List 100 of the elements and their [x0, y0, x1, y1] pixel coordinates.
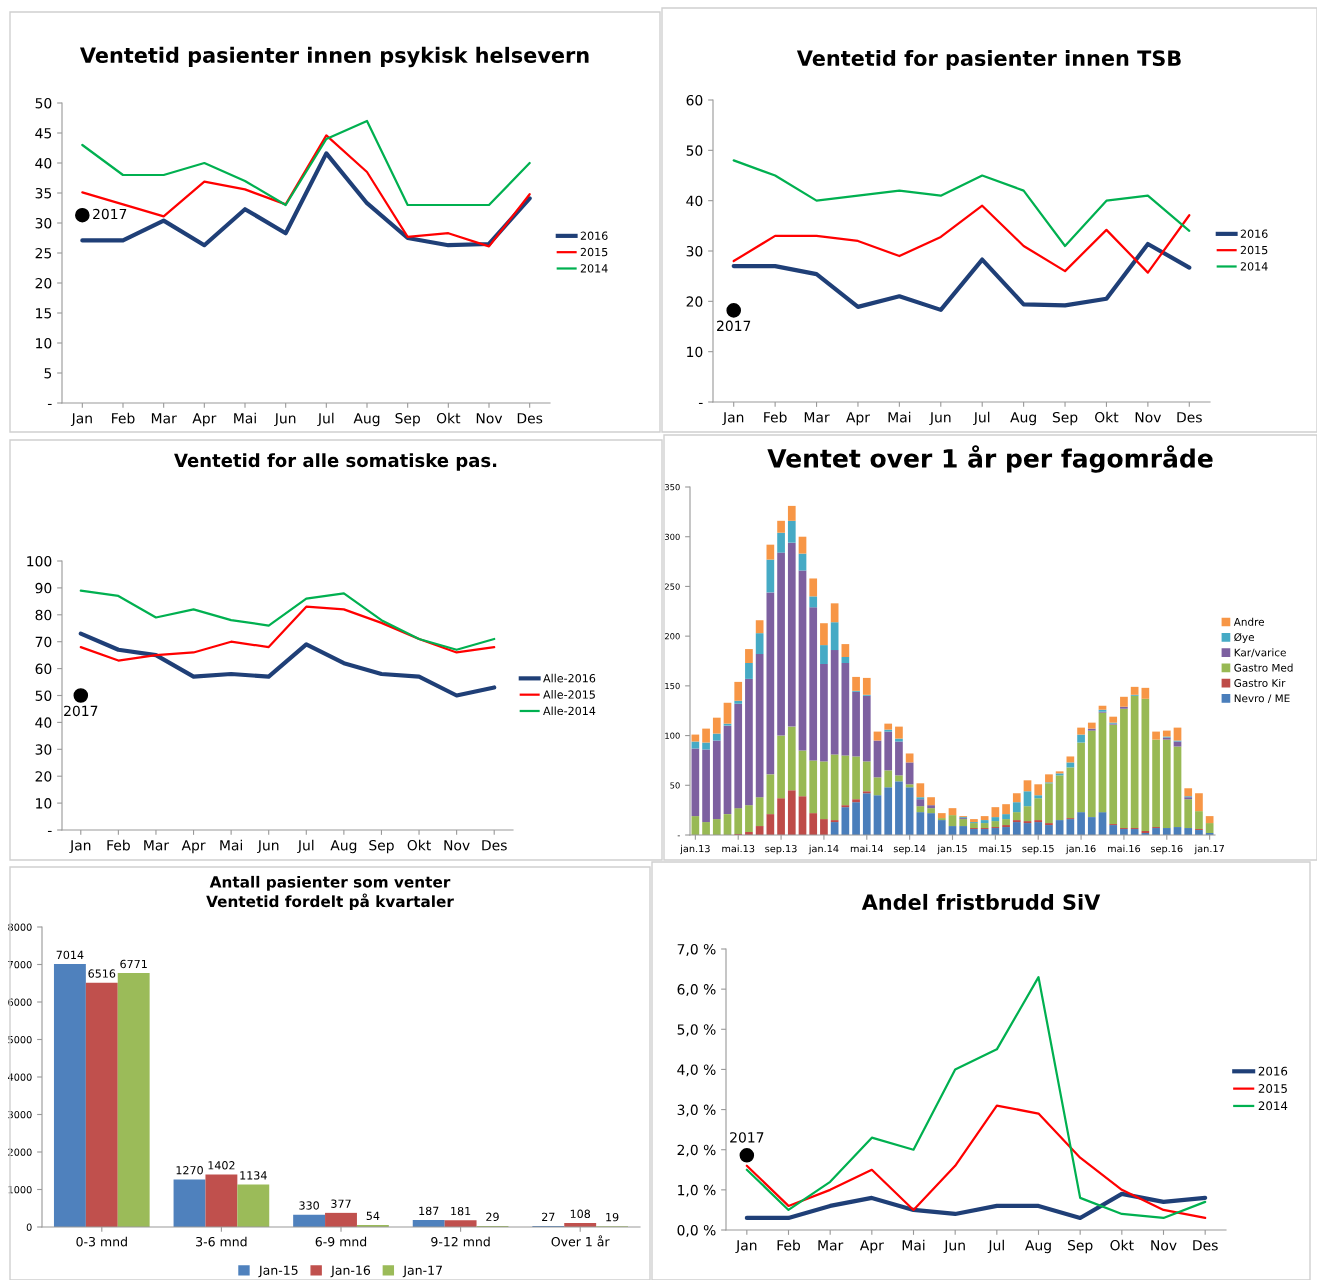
y-tick-label: 20	[686, 296, 703, 307]
x-tick-label: jan.15	[937, 844, 967, 855]
x-tick-label: 6-9 mnd	[315, 1236, 367, 1247]
y-tick-label: 50	[35, 690, 52, 701]
y-tick-label: 10	[36, 337, 52, 349]
x-tick-label: Jul	[317, 412, 334, 427]
x-tick-label: mai.15	[979, 844, 1012, 853]
x-tick-label: Aug	[1025, 1240, 1051, 1254]
x-tick-label: Jul	[297, 839, 314, 854]
y-tick-label: 50	[35, 97, 52, 109]
legend-label: 2016	[1240, 229, 1268, 238]
x-tick-label: Apr	[192, 413, 217, 427]
data-label: 1270	[176, 1166, 203, 1175]
x-tick-label: Aug	[353, 413, 380, 427]
legend-label: Gastro Med	[1234, 663, 1293, 672]
y-tick-label: 40	[35, 717, 52, 728]
x-tick-label: 9-12 mnd	[431, 1236, 490, 1247]
y-tick-label: 0	[26, 1223, 32, 1231]
x-tick-label: Apr	[859, 1240, 884, 1254]
y-tick-label: 30	[686, 245, 703, 257]
x-tick-label: Feb	[112, 412, 135, 424]
legend-label: 2014	[1258, 1101, 1288, 1111]
y-tick-label: 6000	[8, 998, 32, 1006]
x-tick-label: Okt	[407, 839, 431, 851]
x-tick-label: Sep	[1052, 411, 1078, 426]
data-label: 1402	[208, 1161, 235, 1170]
data-label: 29	[486, 1212, 499, 1221]
y-tick-label: 0,0 %	[677, 1224, 716, 1237]
x-tick-label: Okt	[436, 412, 461, 424]
x-tick-label: Jan	[722, 412, 744, 426]
y-tick-label: 350	[665, 483, 680, 491]
y-tick-label: 10	[36, 798, 52, 809]
x-tick-label: Jun	[274, 413, 296, 427]
y-tick-label: 6,0 %	[677, 984, 716, 997]
x-tick-label: Mai	[888, 411, 911, 423]
x-tick-label: sep.16	[1150, 844, 1183, 855]
y-tick-label: 30	[35, 217, 52, 229]
x-tick-label: Mai	[234, 412, 256, 424]
y-tick-label: 5000	[8, 1035, 32, 1044]
x-tick-label: 0-3 mnd	[76, 1236, 127, 1247]
x-tick-label: Nov	[444, 840, 470, 851]
legend-label: 2016	[1258, 1066, 1288, 1076]
x-tick-label: Jul	[987, 1239, 1004, 1254]
y-tick-label: 80	[35, 609, 52, 621]
legend-label: 2016	[580, 231, 608, 240]
x-tick-label: Feb	[107, 839, 130, 851]
data-label: 1134	[240, 1171, 267, 1180]
x-tick-label: Apr	[846, 412, 870, 426]
data-label: 6516	[88, 969, 116, 978]
x-tick-label: Des	[1177, 412, 1202, 423]
x-tick-label: Nov	[1151, 1240, 1177, 1251]
y-tick-label: 7,0 %	[677, 943, 716, 956]
y-tick-label: 3000	[8, 1110, 32, 1119]
x-tick-label: Feb	[764, 411, 787, 423]
y-tick-label: -	[677, 835, 680, 837]
x-tick-label: mai.13	[722, 844, 755, 853]
x-tick-label: Jul	[973, 411, 990, 426]
y-tick-label: 90	[35, 582, 52, 594]
y-tick-label: 40	[35, 157, 52, 169]
x-tick-label: Mar	[818, 1240, 844, 1251]
x-tick-label: Jun	[257, 840, 279, 854]
x-tick-label: Jan	[70, 413, 92, 427]
x-tick-label: mai.14	[850, 844, 884, 853]
y-tick-label: 1,0 %	[678, 1184, 716, 1197]
y-tick-label: 100	[665, 732, 680, 739]
chart-title: Ventetid for pasienter innen TSB	[796, 49, 1181, 71]
x-tick-label: jan.16	[1065, 844, 1096, 855]
data-label: 330	[299, 1201, 319, 1210]
y-tick-label: 45	[35, 128, 52, 139]
legend-label: Øye	[1234, 633, 1254, 644]
x-tick-label: jan.13	[680, 844, 710, 855]
legend-label: 2014	[580, 264, 608, 273]
y-tick-label: 15	[36, 308, 52, 319]
data-label: 54	[366, 1211, 380, 1221]
y-tick-label: 50	[670, 782, 680, 789]
y-tick-label: 8000	[8, 923, 32, 931]
y-tick-label: 200	[664, 633, 680, 640]
x-tick-label: Jan	[69, 840, 91, 854]
x-tick-label: Jun	[943, 1240, 965, 1254]
y-tick-label: 4000	[8, 1073, 32, 1081]
x-tick-label: Mar	[804, 412, 830, 423]
x-tick-label: Jan	[735, 1240, 757, 1254]
y-tick-label: 35	[35, 187, 52, 199]
y-tick-label: 10	[687, 346, 703, 358]
legend-label: 2015	[580, 247, 608, 257]
y-tick-label: 25	[35, 247, 52, 259]
data-label: 377	[331, 1199, 351, 1208]
x-tick-label: sep.14	[893, 845, 926, 855]
legend-label: Alle-2014	[543, 706, 596, 716]
y-tick-label: 250	[664, 583, 680, 590]
data-label: 108	[570, 1209, 591, 1219]
y-tick-label: 5,0 %	[677, 1024, 716, 1037]
data-label: 181	[451, 1206, 471, 1216]
x-tick-label: mai.16	[1108, 844, 1141, 853]
legend-label: Kar/varice	[1234, 648, 1286, 658]
y-tick-label: 100	[27, 555, 52, 567]
y-tick-label: -	[47, 403, 52, 406]
y-tick-label: 300	[665, 533, 680, 540]
x-tick-label: sep.15	[1022, 845, 1054, 855]
series-label: 2017	[64, 705, 98, 717]
